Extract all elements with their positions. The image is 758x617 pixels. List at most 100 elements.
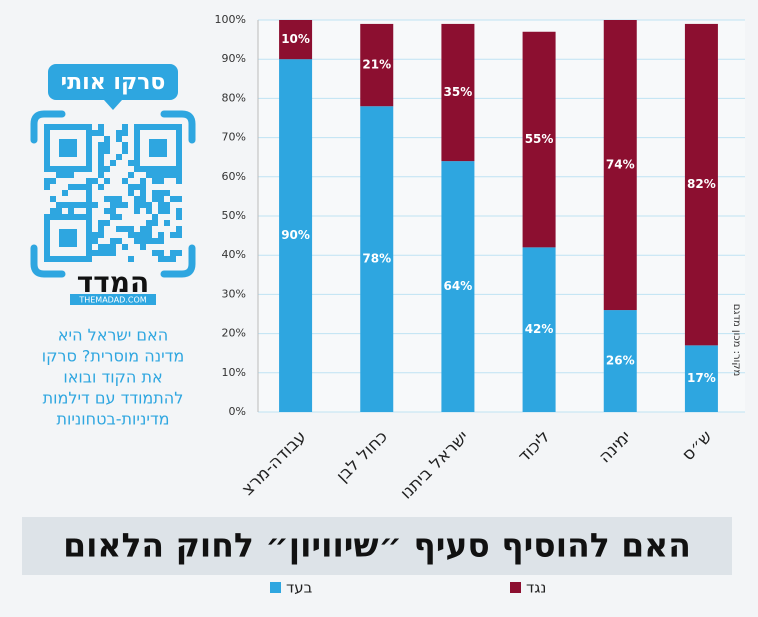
qr-cell <box>104 196 110 202</box>
qr-cell <box>140 238 146 244</box>
promo-line: מדינה מוסרית? סרקו <box>42 347 185 366</box>
qr-cell <box>146 238 152 244</box>
qr-cell <box>164 190 170 196</box>
qr-cell <box>164 220 170 226</box>
legend: בעד נגד <box>270 579 546 597</box>
qr-cell <box>56 208 62 214</box>
qr-cell <box>98 142 104 148</box>
qr-cell <box>122 124 128 130</box>
qr-cell <box>158 202 164 208</box>
qr-finder <box>134 124 182 172</box>
qr-cell <box>146 202 152 208</box>
qr-cell <box>158 190 164 196</box>
qr-cell <box>122 142 128 148</box>
qr-cell <box>98 154 104 160</box>
qr-cell <box>152 214 158 220</box>
qr-cell <box>98 172 104 178</box>
qr-frame <box>30 110 196 278</box>
y-tick-label: 50% <box>222 209 246 222</box>
qr-cell <box>92 232 98 238</box>
qr-cell <box>110 196 116 202</box>
qr-cell <box>110 202 116 208</box>
promo-line: להתמודד עם דילמות <box>43 389 184 408</box>
qr-cell <box>152 220 158 226</box>
qr-cell <box>134 184 140 190</box>
qr-cell <box>158 250 164 256</box>
qr-cell <box>176 172 182 178</box>
qr-cell <box>176 208 182 214</box>
qr-cell <box>140 184 146 190</box>
qr-cell <box>98 124 104 130</box>
qr-cell <box>134 202 140 208</box>
qr-cell <box>146 172 152 178</box>
qr-cell <box>140 244 146 250</box>
qr-cell <box>110 250 116 256</box>
qr-cell <box>152 172 158 178</box>
qr-cell <box>146 220 152 226</box>
qr-cell <box>158 208 164 214</box>
qr-finder <box>44 214 92 262</box>
qr-cell <box>74 184 80 190</box>
qr-cell <box>92 178 98 184</box>
qr-cell <box>110 214 116 220</box>
qr-cell <box>92 130 98 136</box>
qr-cell <box>122 244 128 250</box>
qr-cell <box>158 178 164 184</box>
qr-cell <box>92 238 98 244</box>
qr-cell <box>116 130 122 136</box>
y-tick-label: 80% <box>222 91 246 104</box>
qr-cell <box>170 250 176 256</box>
qr-cell <box>98 184 104 190</box>
qr-cell <box>86 184 92 190</box>
qr-cell <box>158 256 164 262</box>
promo-line: מדיניות-בטחוניות <box>56 410 169 429</box>
bar-segment <box>441 23 475 162</box>
y-tick-label: 60% <box>222 170 246 183</box>
qr-cell <box>116 196 122 202</box>
qr-cell <box>122 130 128 136</box>
data-label: 17% <box>687 371 716 385</box>
qr-cell <box>140 178 146 184</box>
qr-cell <box>74 202 80 208</box>
qr-cell <box>50 208 56 214</box>
qr-cell <box>116 226 122 232</box>
qr-cell <box>110 244 116 250</box>
y-tick-label: 100% <box>215 13 246 26</box>
qr-cell <box>152 196 158 202</box>
promo-line: את הקוד ובואו <box>63 368 162 387</box>
y-tick-label: 30% <box>222 287 246 300</box>
qr-cell <box>98 160 104 166</box>
qr-cell <box>68 172 74 178</box>
qr-cell <box>98 232 104 238</box>
qr-cell <box>44 178 50 184</box>
qr-cell <box>98 166 104 172</box>
qr-cell <box>170 232 176 238</box>
bar-segment <box>522 247 556 412</box>
qr-cell <box>116 214 122 220</box>
y-tick-label: 0% <box>229 405 246 418</box>
qr-cell <box>110 208 116 214</box>
y-tick-label: 20% <box>222 327 246 340</box>
qr-cell <box>116 136 122 142</box>
qr-cell <box>128 190 134 196</box>
qr-code <box>44 124 182 262</box>
data-label: 78% <box>362 252 391 266</box>
qr-cell <box>158 172 164 178</box>
qr-cell <box>134 232 140 238</box>
source: מקור: מכון מדגם <box>731 304 742 377</box>
qr-cell <box>50 196 56 202</box>
qr-cell <box>158 196 164 202</box>
data-label: 35% <box>444 85 473 99</box>
qr-cell <box>98 244 104 250</box>
bar-segment <box>360 106 394 413</box>
qr-cell <box>128 184 134 190</box>
qr-cell <box>176 250 182 256</box>
qr-cell <box>164 208 170 214</box>
qr-cell <box>92 202 98 208</box>
qr-cell <box>122 226 128 232</box>
qr-cell <box>122 178 128 184</box>
data-label: 10% <box>281 32 310 46</box>
qr-cell <box>68 208 74 214</box>
qr-cell <box>170 172 176 178</box>
bar-segment <box>684 345 718 412</box>
